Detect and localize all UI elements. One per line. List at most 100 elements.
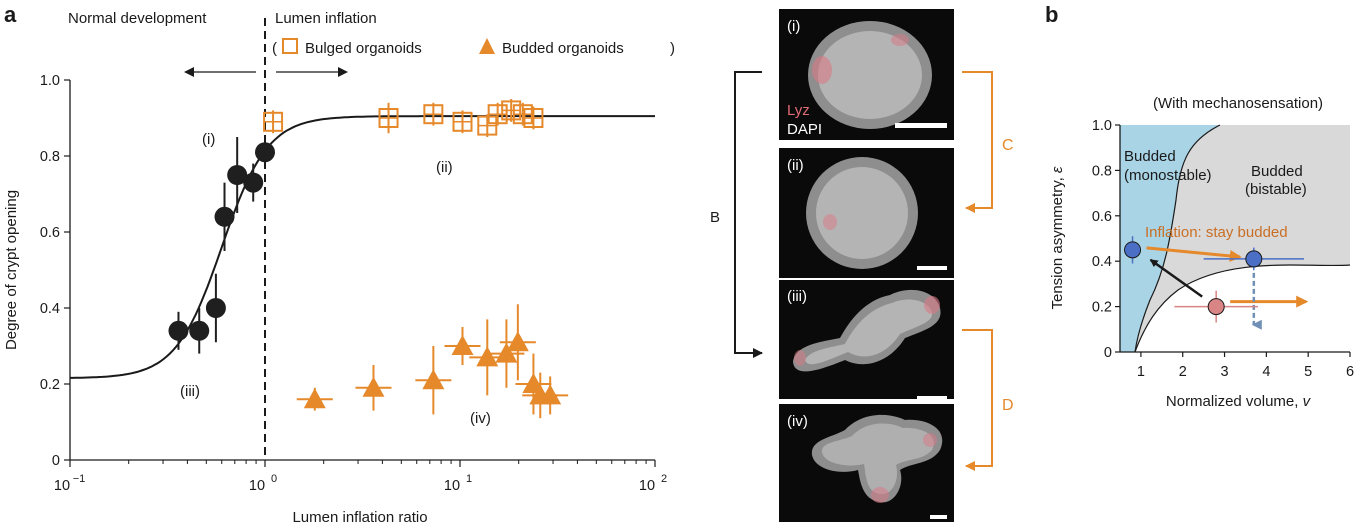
- panel-a-axes: [69, 80, 655, 461]
- panel-b-label: b: [1045, 2, 1058, 27]
- x-tick-label: 10: [54, 478, 70, 494]
- inflation-arrow-label: Inflation: stay budded: [1145, 224, 1288, 241]
- legend-bulged-marker: [282, 38, 298, 54]
- x-tick-exponent: 2: [661, 473, 667, 485]
- panel-b-xlabel-text: Normalized volume,: [1166, 393, 1303, 410]
- x-tick-label: 10: [639, 478, 655, 494]
- phase-point-blue-left: [1124, 241, 1142, 259]
- x-tick-exponent: −1: [73, 473, 86, 485]
- panel-a-ticks: 00.20.40.60.81.010 −1 10 0 10 1 10 2: [40, 73, 667, 494]
- annotation-iii: (iii): [180, 383, 200, 400]
- budded-organoid-point: [422, 369, 445, 390]
- phase-point-red: [1207, 298, 1225, 316]
- micrograph-i-label: (i): [787, 18, 800, 35]
- panel-b-ylabel-symbol: ε: [1049, 166, 1066, 173]
- legend-budded-marker: [479, 38, 495, 54]
- region-monostable-line1: Budded: [1124, 148, 1176, 165]
- panel-b-xlabel-symbol: v: [1303, 393, 1312, 410]
- micrograph-iv-label: (iv): [787, 413, 808, 430]
- panel-b-ylabel-text: Tension asymmetry,: [1049, 173, 1066, 309]
- y-tick-label: 0.6: [40, 225, 60, 241]
- legend-budded-label: Budded organoids: [502, 40, 624, 57]
- micrograph-iii: [779, 280, 954, 400]
- normal-development-point: [243, 172, 264, 193]
- region-bistable-line2: (bistable): [1245, 181, 1307, 198]
- b-x-tick-label: 1: [1137, 364, 1145, 380]
- b-x-tick-label: 2: [1179, 364, 1187, 380]
- panel-b-points: [1124, 236, 1309, 330]
- b-x-tick-label: 6: [1346, 364, 1354, 380]
- lumen-inflation-label: Lumen inflation: [275, 10, 377, 27]
- bracket-c-label: C: [1002, 137, 1014, 154]
- annotation-iv: (iv): [470, 410, 491, 427]
- bracket-c: [962, 71, 993, 213]
- panel-b-xlabel: Normalized volume, v: [1166, 393, 1312, 410]
- micrograph-iv: [779, 404, 954, 522]
- legend-bulged-label: Bulged organoids: [305, 40, 422, 57]
- b-x-tick-label: 5: [1304, 364, 1312, 380]
- x-tick-exponent: 0: [271, 473, 277, 485]
- normal-development-point: [189, 320, 210, 341]
- panel-a-label: a: [4, 2, 17, 27]
- normal-development-point: [227, 165, 248, 185]
- micrograph-iii-label: (iii): [787, 288, 807, 305]
- micrograph-ii: [779, 148, 954, 278]
- budded-organoid-point: [451, 335, 474, 355]
- budded-organoid-point: [495, 342, 518, 363]
- budded-organoid-point: [506, 331, 529, 352]
- b-x-tick-label: 4: [1262, 364, 1270, 380]
- x-tick-label: 10: [249, 478, 265, 494]
- budded-organoid-point: [362, 376, 385, 397]
- x-tick-label: 10: [444, 478, 460, 494]
- y-tick-label: 0.4: [40, 301, 60, 317]
- panel-b-axes: [1119, 125, 1350, 353]
- b-y-tick-label: 0.8: [1092, 163, 1112, 179]
- b-x-tick-label: 3: [1221, 364, 1229, 380]
- bracket-b-label: B: [710, 209, 720, 226]
- panel-a-xlabel: Lumen inflation ratio: [292, 509, 427, 526]
- phase-regions: [1120, 124, 1351, 353]
- panel-b-ticks: 0 0.2 0.4 0.6 0.8 1.0 1 2 3 4 5 6: [1092, 118, 1354, 380]
- b-y-tick-label: 0: [1104, 345, 1112, 361]
- transition-arrow: [1149, 258, 1203, 298]
- budded-organoid-point: [476, 346, 499, 367]
- bracket-d-label: D: [1002, 397, 1014, 414]
- fit-curve-path: [70, 115, 655, 379]
- annotation-ii: (ii): [436, 159, 453, 176]
- stain-lyz-label: Lyz: [787, 102, 810, 119]
- stain-dapi-label: DAPI: [787, 121, 822, 138]
- y-tick-label: 0.2: [40, 377, 60, 393]
- region-bistable-line1: Budded: [1251, 163, 1303, 180]
- panel-a-points: [168, 99, 569, 419]
- b-y-tick-label: 0.2: [1092, 300, 1112, 316]
- budded-organoid-point: [303, 388, 326, 409]
- b-y-tick-label: 0.6: [1092, 209, 1112, 225]
- x-tick-exponent: 1: [466, 473, 472, 485]
- inflation-arrow: [1146, 246, 1242, 262]
- b-y-tick-label: 1.0: [1092, 118, 1112, 134]
- panel-b-ylabel: Tension asymmetry, ε: [1049, 166, 1066, 309]
- panel-b-title: (With mechanosensation): [1153, 95, 1323, 112]
- normal-development-label: Normal development: [68, 10, 207, 27]
- y-tick-label: 0.8: [40, 149, 60, 165]
- region-monostable-line2: (monostable): [1124, 167, 1212, 184]
- bracket-d: [962, 329, 993, 471]
- micrograph-i: [779, 9, 954, 140]
- annotation-i: (i): [202, 131, 215, 148]
- y-tick-label: 0: [52, 453, 60, 469]
- normal-development-point: [214, 206, 235, 227]
- normal-development-point: [168, 320, 189, 341]
- normal-development-point: [205, 298, 226, 318]
- micrograph-ii-label: (ii): [787, 157, 804, 174]
- normal-development-point: [255, 142, 275, 163]
- budded-organoid-point: [539, 384, 562, 405]
- panel-a-ylabel: Degree of crypt opening: [3, 190, 20, 350]
- fit-curve: [70, 115, 655, 379]
- legend-open-paren: (: [272, 40, 277, 57]
- phase-point-blue-right: [1245, 250, 1263, 268]
- y-tick-label: 1.0: [40, 73, 60, 89]
- bracket-b: [734, 71, 763, 358]
- b-y-tick-label: 0.4: [1092, 254, 1112, 270]
- legend-close-paren: ): [670, 40, 675, 57]
